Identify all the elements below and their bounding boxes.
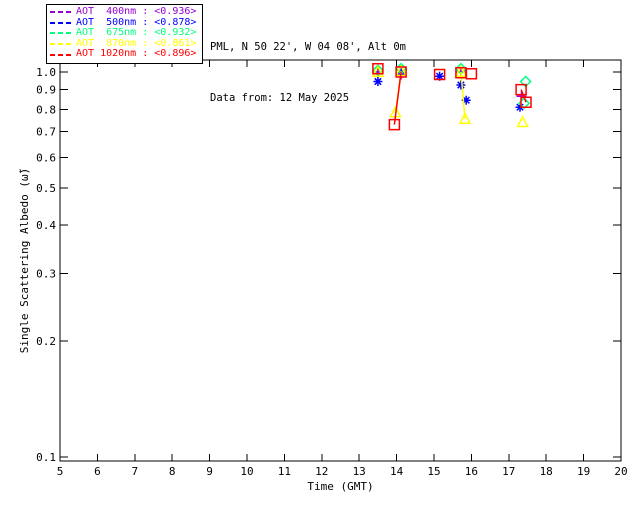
- legend-item-500nm: AOT 500nm : <0.878>: [50, 16, 199, 29]
- x-tick-label: 9: [206, 465, 213, 478]
- y-tick-label: 0.4: [36, 219, 56, 232]
- y-tick-label: 0.8: [36, 103, 56, 116]
- plot-header: PML, N 50 22', W 04 08', Alt 0m Data fro…: [210, 5, 406, 141]
- axes: 5 6 7 8 9 10 11 12 13 14 15 16 17 18 19 20 1.0 0.9 0.8 0.7 0…: [36, 59, 628, 478]
- x-tick-label: 5: [57, 465, 64, 478]
- data-point-500nm: [515, 102, 525, 112]
- series-line: [393, 71, 402, 125]
- x-tick-label: 14: [390, 465, 404, 478]
- data-point-500nm: [461, 95, 471, 105]
- data-point-870nm: [371, 64, 385, 77]
- legend-dash-swatch-500nm: [50, 21, 72, 24]
- y-tick-label: 0.9: [36, 84, 56, 97]
- data-point-500nm: [373, 77, 383, 86]
- legend-item-870nm: AOT 870nm : <0.861>: [50, 37, 199, 50]
- x-tick-label: 20: [614, 465, 627, 478]
- y-tick-label: 0.1: [36, 451, 56, 464]
- legend-item-1020nm: AOT 1020nm : <0.896>: [50, 49, 199, 60]
- legend-box: AOT 400nm : <0.936> AOT 500nm : <0.878> …: [46, 4, 203, 64]
- data-point-1020nm: [465, 67, 478, 80]
- series-line: [520, 89, 527, 103]
- x-tick-label: 11: [278, 465, 291, 478]
- x-tick-label: 18: [540, 465, 553, 478]
- legend-dash-swatch-870nm: [50, 43, 72, 46]
- data-point-1020nm: [520, 96, 532, 108]
- legend-label-500nm: AOT 500nm : <0.878>: [76, 16, 197, 28]
- legend-label-1020nm: AOT 1020nm : <0.896>: [76, 48, 197, 60]
- legend-item-400nm: AOT 400nm : <0.936>: [50, 6, 199, 18]
- data-point-1020nm: [433, 68, 446, 81]
- data-point-1020nm: [515, 83, 527, 96]
- data-point-870nm: [454, 64, 468, 77]
- y-tick-label: 0.7: [36, 126, 56, 139]
- y-tick-label: 0.3: [36, 267, 56, 280]
- x-tick-label: 10: [240, 465, 253, 478]
- data-point-1020nm: [395, 66, 407, 78]
- data-point-675nm: [371, 64, 384, 77]
- data-date: Data from: 12 May 2025: [210, 92, 350, 104]
- legend-dash-swatch-675nm: [50, 32, 72, 35]
- series-1020nm: [372, 62, 532, 131]
- y-tick-label: 0.2: [36, 335, 56, 348]
- x-tick-label: 15: [427, 465, 440, 478]
- legend-item-675nm: AOT 675nm : <0.932>: [50, 28, 199, 39]
- data-point-870nm: [458, 111, 472, 124]
- x-tick-label: 17: [502, 465, 515, 478]
- station-info: PML, N 50 22', W 04 08', Alt 0m: [210, 41, 406, 53]
- series-line: [460, 71, 466, 120]
- y-tick-label: 0.6: [36, 151, 56, 164]
- data-point-500nm: [456, 80, 466, 90]
- y-tick-label: 1.0: [36, 66, 56, 79]
- legend-dash-swatch-1020nm: [50, 53, 72, 56]
- x-axis-title: Time (GMT): [307, 480, 373, 493]
- y-axis-ticks: 1.0 0.9 0.8 0.7 0.6 0.5 0.4 0.3 0.2 0.1: [36, 66, 621, 464]
- x-tick-label: 19: [577, 465, 590, 478]
- y-axis-title: Single Scattering Albedo (ω̃): [18, 168, 31, 353]
- x-tick-label: 16: [465, 465, 478, 478]
- x-tick-label: 8: [169, 465, 176, 478]
- x-tick-label: 13: [353, 465, 366, 478]
- legend-dash-swatch-400nm: [50, 11, 72, 14]
- legend-label-870nm: AOT 870nm : <0.861>: [76, 37, 197, 49]
- x-tick-label: 7: [131, 465, 138, 478]
- data-point-1020nm: [388, 118, 401, 131]
- data-point-1020nm: [372, 62, 384, 75]
- legend-label-400nm: AOT 400nm : <0.936>: [76, 6, 197, 17]
- data-point-500nm: [435, 71, 445, 81]
- data-point-870nm: [516, 115, 529, 128]
- y-tick-label: 0.5: [36, 182, 56, 195]
- legend-label-675nm: AOT 675nm : <0.932>: [76, 27, 197, 39]
- x-tick-label: 12: [315, 465, 328, 478]
- x-tick-label: 6: [94, 465, 101, 478]
